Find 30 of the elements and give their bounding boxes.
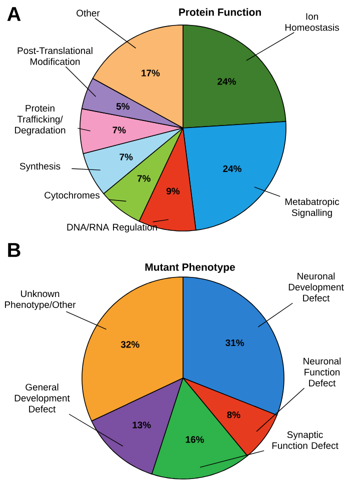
slice-label: Cytochromes xyxy=(44,192,100,200)
slice-label: Unknown Phenotype/Other xyxy=(5,290,76,310)
slice-label: Neuronal Function Defect xyxy=(304,358,341,386)
data-label: 9% xyxy=(166,188,180,194)
text: A xyxy=(7,7,21,21)
data-label: 24% xyxy=(223,165,242,172)
data-label: 8% xyxy=(227,411,240,418)
data-label: 17% xyxy=(142,70,160,76)
data-label: 7% xyxy=(120,154,133,160)
slice-label: Metabatropic Signalling xyxy=(285,198,340,218)
slice-label: Post-Translational Modification xyxy=(18,47,92,65)
data-label: 32% xyxy=(120,341,140,348)
data-label: 7% xyxy=(112,126,126,134)
slice-label: Other xyxy=(76,10,100,16)
slice-label: General Development Defect xyxy=(14,384,70,412)
slice-label: Synaptic Function Defect xyxy=(272,431,338,449)
slice-label: DNA/RNA Regulation xyxy=(67,224,157,232)
data-label: 5% xyxy=(116,103,130,110)
legend-label: Synthesis xyxy=(20,162,60,172)
data-label: 13% xyxy=(132,422,151,428)
chart-title: Protein Function xyxy=(179,8,261,16)
data-label: 24% xyxy=(218,78,236,85)
data-label: 7% xyxy=(137,175,150,182)
data-label: 31% xyxy=(226,339,244,346)
slice-label: Ion Homeostasis xyxy=(285,13,340,31)
chart-title: Mutant Phenotype xyxy=(145,263,235,273)
text: B xyxy=(8,243,20,257)
slice-label: Protein Trafficking/Degradation xyxy=(15,104,66,136)
data-label: 16% xyxy=(186,436,204,443)
slice-label: Neuronal Development Defect xyxy=(288,272,344,302)
